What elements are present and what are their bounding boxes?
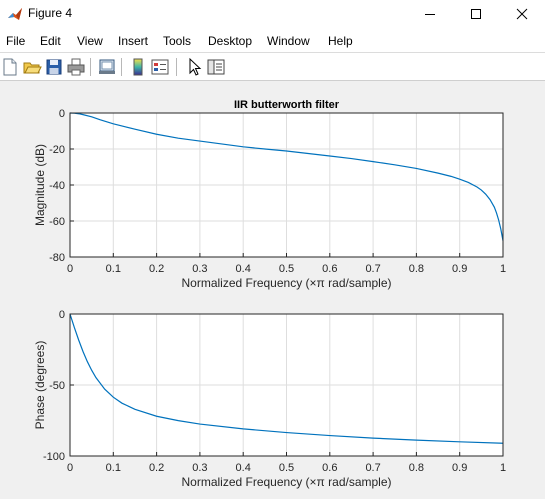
maximize-button[interactable] [453, 0, 499, 28]
window-title: Figure 4 [28, 6, 73, 20]
phase-x-tick-label: 0.4 [236, 462, 251, 474]
magnitude-x-axis-label: Normalized Frequency (×π rad/sample) [181, 276, 391, 290]
link-plot-icon [99, 59, 115, 74]
insert-legend-button[interactable] [150, 57, 170, 77]
open-file-icon [23, 62, 42, 74]
magnitude-response-line [69, 112, 504, 241]
plot-canvas: 0 0.1 0.2 0.3 0.4 0.5 0.6 0.7 0.8 0.9 1 0 -20 -40 -60 -… [33, 99, 506, 489]
title-bar: Figure 4 [0, 0, 545, 28]
edit-plot-button[interactable] [184, 57, 204, 77]
toolbar-separator [121, 58, 122, 76]
new-figure-button[interactable] [0, 57, 20, 77]
toolbar [0, 53, 545, 81]
magnitude-chart-title: IIR butterworth filter [234, 99, 340, 111]
magnitude-x-tick-label: 0.8 [409, 263, 424, 275]
menu-file[interactable]: File [6, 34, 26, 48]
property-editor-button[interactable] [206, 57, 226, 77]
figure-canvas: 0 0.1 0.2 0.3 0.4 0.5 0.6 0.7 0.8 0.9 1 0 -20 -40 -60 -… [0, 81, 545, 499]
minimize-button[interactable] [407, 0, 453, 28]
toolbar-separator [176, 58, 177, 76]
phase-axes-box [69, 313, 504, 457]
phase-x-tick-label: 0.7 [365, 462, 380, 474]
phase-y-tick-label: -50 [49, 380, 65, 392]
magnitude-y-tick-label: -20 [49, 144, 65, 156]
menu-window[interactable]: Window [267, 34, 310, 48]
menu-edit[interactable]: Edit [40, 34, 61, 48]
save-icon [46, 59, 62, 75]
phase-x-tick-label: 1 [500, 462, 506, 474]
menu-tools[interactable]: Tools [163, 34, 192, 48]
magnitude-x-tick-label: 0.6 [322, 263, 337, 275]
property-editor-icon [207, 59, 225, 75]
open-file-button[interactable] [22, 57, 42, 77]
menu-desktop[interactable]: Desktop [208, 34, 253, 48]
maximize-icon [471, 9, 481, 19]
magnitude-y-axis-label: Magnitude (dB) [33, 144, 47, 226]
phase-x-tick-label: 0.5 [279, 462, 294, 474]
menu-insert[interactable]: Insert [118, 34, 149, 48]
phase-response-line [69, 313, 504, 444]
magnitude-x-tick-label: 0.7 [365, 263, 380, 275]
menu-help[interactable]: Help [328, 34, 353, 48]
magnitude-x-tick-label: 0.2 [149, 263, 164, 275]
magnitude-axes[interactable]: 0 0.1 0.2 0.3 0.4 0.5 0.6 0.7 0.8 0.9 1 0 -20 -40 -60 -… [33, 99, 506, 290]
print-button[interactable] [66, 57, 86, 77]
close-button[interactable] [499, 0, 545, 28]
magnitude-y-tick-label: 0 [59, 108, 65, 120]
legend-icon [151, 59, 169, 75]
magnitude-x-tick-label: 0.1 [106, 263, 121, 275]
phase-x-axis-label: Normalized Frequency (×π rad/sample) [181, 475, 391, 489]
magnitude-x-tick-label: 0.3 [192, 263, 207, 275]
save-button[interactable] [44, 57, 64, 77]
magnitude-y-tick-label: -60 [49, 216, 65, 228]
magnitude-axes-box [69, 112, 504, 258]
menu-view[interactable]: View [77, 34, 103, 48]
magnitude-x-tick-label: 0.5 [279, 263, 294, 275]
phase-x-tick-label: 0.1 [106, 462, 121, 474]
new-figure-icon [3, 58, 17, 76]
magnitude-x-tick-label: 0 [67, 263, 73, 275]
magnitude-x-tick-label: 0.9 [452, 263, 467, 275]
matlab-app-icon [8, 8, 22, 20]
phase-x-tick-label: 0.3 [192, 462, 207, 474]
magnitude-x-tick-label: 1 [500, 263, 506, 275]
phase-axes[interactable]: 0 0.1 0.2 0.3 0.4 0.5 0.6 0.7 0.8 0.9 1 0 -50 -100 Nor… [33, 309, 506, 489]
phase-y-axis-label: Phase (degrees) [33, 341, 47, 430]
phase-x-tick-label: 0.9 [452, 462, 467, 474]
magnitude-y-tick-label: -40 [49, 180, 65, 192]
minimize-icon [425, 14, 435, 15]
phase-x-tick-label: 0.6 [322, 462, 337, 474]
close-icon [516, 8, 528, 20]
phase-x-tick-label: 0.8 [409, 462, 424, 474]
phase-y-tick-label: -100 [43, 451, 65, 463]
link-plot-button[interactable] [97, 57, 117, 77]
phase-x-tick-label: 0.2 [149, 462, 164, 474]
pointer-icon [189, 57, 202, 76]
insert-colorbar-button[interactable] [128, 57, 148, 77]
magnitude-y-tick-label: -80 [49, 252, 65, 264]
phase-x-tick-label: 0 [67, 462, 73, 474]
colorbar-icon [133, 58, 143, 76]
magnitude-x-tick-label: 0.4 [236, 263, 251, 275]
menu-bar: File Edit View Insert Tools Desktop Wind… [0, 30, 545, 53]
print-icon [67, 58, 85, 76]
phase-y-tick-label: 0 [59, 309, 65, 321]
toolbar-separator [90, 58, 91, 76]
